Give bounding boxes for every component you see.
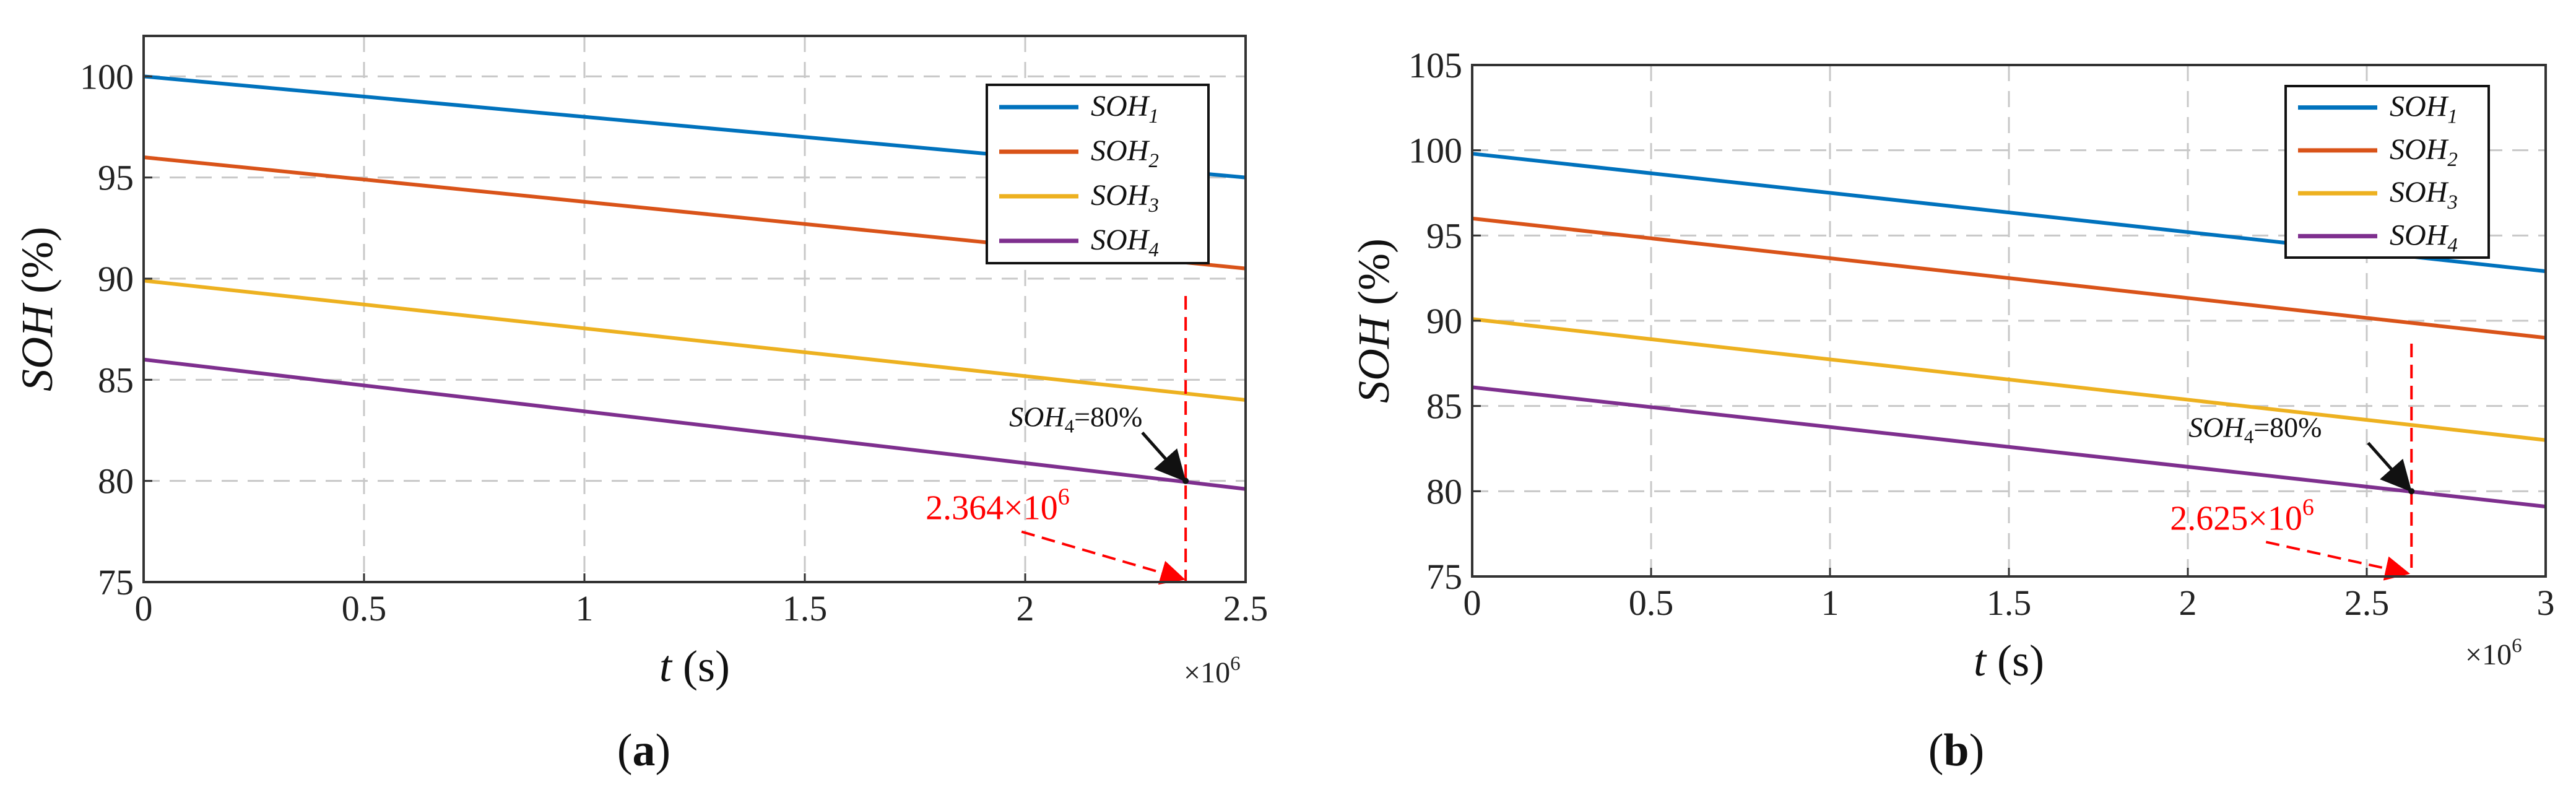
y-tick-label: 95: [1426, 215, 1462, 256]
chart-b: 2.625×106 SOH4=80% 0 0.5 1 1.5 2 2.5 3 75 80 85 90 95…: [1349, 45, 2555, 776]
y-axis-label: SOH (%): [12, 227, 62, 391]
series-line-soh3: [1472, 317, 2546, 442]
y-tick-label: 90: [98, 259, 134, 299]
x-tick-label: 1.5: [1987, 583, 2032, 623]
legend-label-soh2: SOH2: [2390, 133, 2458, 171]
legend-label-soh4: SOH4: [1091, 224, 1159, 261]
annotation-black-arrow: [2367, 441, 2412, 492]
y-tick-label: 75: [98, 562, 134, 602]
y-tick-label: 90: [1426, 301, 1462, 341]
x-tick-label: 2: [1017, 588, 1034, 628]
annotation-time-label: 2.364×106: [926, 484, 1070, 528]
y-tick-label: 75: [1426, 557, 1462, 597]
y-tick-label: 95: [98, 158, 134, 198]
x-axis-label: t (s): [659, 641, 730, 691]
legend-label-soh3: SOH3: [2390, 176, 2458, 214]
chart-a: 2.364×106 SOH4=80% 0 0.5 1 1.5 2 2.5 75 80 85 90 95 1…: [12, 35, 1268, 776]
x-tick-label: 0.5: [1629, 583, 1674, 623]
y-tick-label: 80: [98, 461, 134, 502]
series-line-soh4: [143, 357, 1246, 491]
series-line-soh2: [1472, 216, 2546, 340]
x-axis-multiplier: ×106: [1184, 653, 1241, 689]
x-tick-label: 0.5: [342, 588, 387, 628]
annotation-point: [2408, 488, 2415, 495]
annotation-time-label: 2.625×106: [2170, 494, 2314, 537]
legend-label-soh4: SOH4: [2390, 219, 2458, 256]
x-tick-label: 1: [1821, 583, 1839, 623]
legend-label-soh1: SOH1: [1091, 90, 1159, 128]
legend-label-soh3: SOH3: [1091, 179, 1159, 217]
x-tick-label: 3: [2537, 583, 2555, 623]
x-axis-label: t (s): [1974, 636, 2044, 685]
panel-label: (b): [1928, 725, 1984, 776]
axes-frame: [142, 35, 1247, 583]
annotation-point: [1182, 477, 1189, 484]
x-tick-label: 0: [135, 588, 153, 628]
y-tick-label: 85: [98, 360, 134, 400]
legend-label-soh2: SOH2: [1091, 134, 1159, 172]
x-tick-label: 1.5: [783, 588, 828, 628]
annotation-red-arrow: [2265, 541, 2411, 581]
x-tick-label: 2.5: [2344, 583, 2390, 623]
y-tick-label: 85: [1426, 386, 1462, 427]
y-tick-label: 100: [1408, 131, 1462, 171]
annotation-black-arrow: [1141, 432, 1186, 482]
legend: [986, 84, 1210, 264]
series-line-soh3: [143, 279, 1246, 402]
x-tick-label: 2: [2179, 583, 2197, 623]
y-tick-label: 100: [80, 56, 134, 97]
annotation-red-arrow: [1021, 530, 1186, 585]
annotation-point-label: SOH4=80%: [1009, 401, 1142, 437]
x-axis-multiplier: ×106: [2465, 635, 2522, 671]
legend: [2284, 85, 2490, 259]
y-axis-label: SOH (%): [1349, 238, 1399, 403]
series-line-soh4: [1472, 385, 2546, 509]
y-tick-label: 105: [1408, 45, 1462, 85]
x-tick-label: 0: [1464, 583, 1481, 623]
panel-label: (a): [617, 725, 670, 776]
x-tick-label: 2.5: [1223, 588, 1268, 628]
annotation-point-label: SOH4=80%: [2188, 411, 2322, 447]
y-tick-label: 80: [1426, 471, 1462, 511]
legend-label-soh1: SOH1: [2390, 90, 2458, 128]
x-tick-label: 1: [576, 588, 594, 628]
